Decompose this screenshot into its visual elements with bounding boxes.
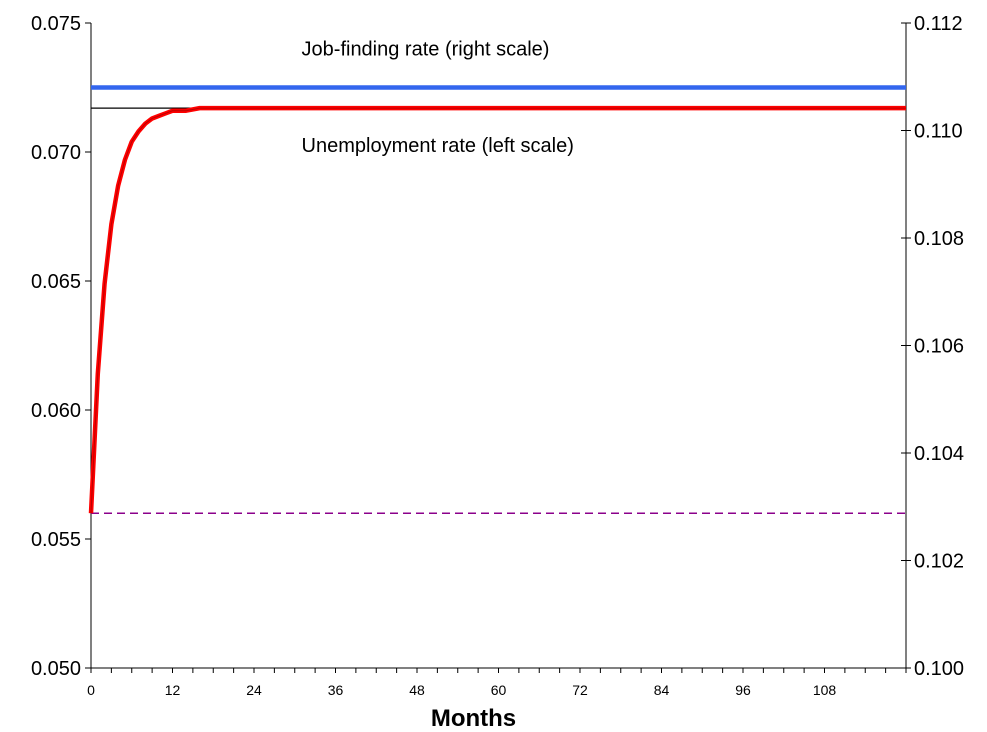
- x-tick-label: 60: [491, 682, 507, 698]
- y-left-axis-ticks: 0.050 0.055 0.060 0.065 0.070 0.075: [31, 13, 91, 680]
- y-right-tick-label: 0.110: [914, 121, 963, 143]
- y-right-tick-label: 0.106: [914, 336, 964, 358]
- y-left-tick-label: 0.070: [31, 142, 81, 164]
- y-left-tick-label: 0.060: [31, 400, 81, 422]
- x-tick-label: 108: [813, 682, 837, 698]
- plot-frame: [90, 23, 907, 669]
- x-tick-label: 24: [246, 682, 262, 698]
- y-right-axis-ticks: 0.100 0.102 0.104 0.106 0.108 0.110 0.112: [901, 13, 964, 680]
- x-tick-label: 48: [409, 682, 425, 698]
- x-tick-label: 12: [165, 682, 181, 698]
- x-tick-label: 72: [572, 682, 588, 698]
- x-tick-label: 36: [328, 682, 344, 698]
- annotation-label: Job-finding rate (right scale): [302, 38, 550, 60]
- y-left-tick-label: 0.055: [31, 529, 81, 551]
- x-axis-ticks: 0 12 24 36 48 60 72 84 96 108: [87, 668, 907, 698]
- series-layer: [88, 85, 906, 514]
- y-left-tick-label: 0.065: [31, 271, 81, 293]
- series-line-0: [88, 105, 906, 514]
- y-left-tick-label: 0.050: [31, 658, 81, 680]
- x-tick-label: 0: [87, 682, 95, 698]
- x-tick-label: 84: [654, 682, 670, 698]
- y-right-tick-label: 0.104: [914, 443, 964, 465]
- y-right-tick-label: 0.108: [914, 228, 964, 250]
- y-right-tick-label: 0.100: [914, 658, 964, 680]
- x-axis-label: Months: [431, 705, 516, 732]
- y-left-tick-label: 0.075: [31, 13, 81, 35]
- y-right-tick-label: 0.102: [914, 551, 964, 573]
- annotation-label: Unemployment rate (left scale): [302, 135, 574, 157]
- series-line-0-edge: [90, 107, 906, 514]
- y-right-tick-label: 0.112: [914, 13, 963, 35]
- annotation-layer: Job-finding rate (right scale) Unemployme…: [302, 38, 574, 157]
- x-tick-label: 96: [735, 682, 751, 698]
